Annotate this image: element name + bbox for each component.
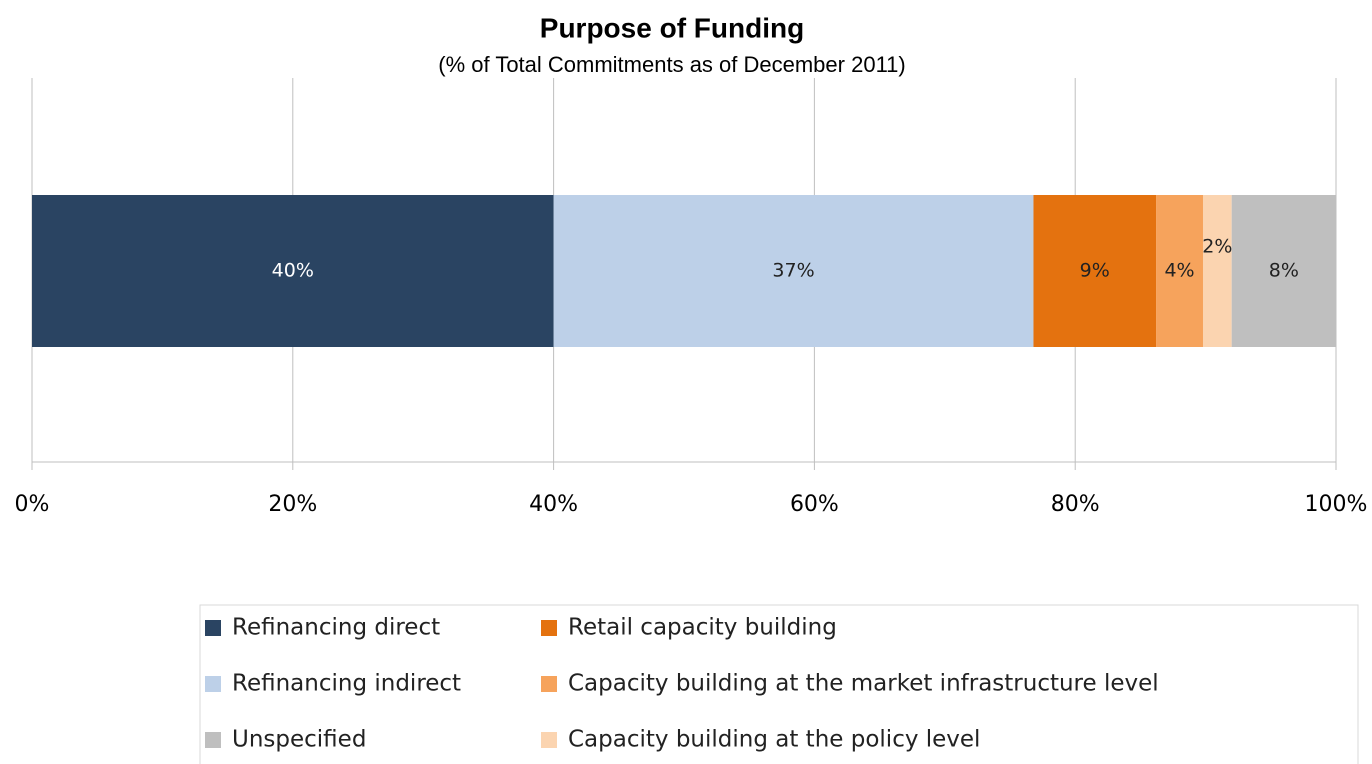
legend-label: Refinancing indirect	[232, 671, 461, 697]
legend-label: Unspecified	[232, 727, 366, 753]
x-tick-label: 20%	[268, 492, 317, 517]
value-label: 37%	[772, 260, 814, 282]
chart-subtitle: (% of Total Commitments as of December 2…	[438, 52, 905, 77]
x-tick-label: 80%	[1051, 492, 1100, 517]
legend-label: Capacity building at the policy level	[568, 727, 980, 753]
legend-label: Capacity building at the market infrastr…	[568, 671, 1159, 697]
legend-label: Retail capacity building	[568, 615, 837, 641]
legend-swatch	[541, 620, 557, 636]
x-tick-label: 0%	[15, 492, 50, 517]
value-label: 2%	[1202, 236, 1232, 258]
value-label: 4%	[1164, 260, 1194, 282]
legend-swatch	[205, 732, 221, 748]
bar-segment	[32, 195, 554, 347]
bar-segment	[1156, 195, 1203, 347]
bar-segment	[553, 195, 1034, 347]
legend-swatch	[541, 676, 557, 692]
legend-swatch	[205, 676, 221, 692]
x-tick-label: 40%	[529, 492, 578, 517]
legend-label: Refinancing direct	[232, 615, 440, 641]
bar-segment	[1231, 195, 1336, 347]
legend-box	[199, 604, 1359, 764]
legend-swatch	[541, 732, 557, 748]
bar-segment	[1033, 195, 1157, 347]
legend-swatch	[205, 620, 221, 636]
bar-segment	[1202, 195, 1232, 347]
x-tick-label: 100%	[1305, 492, 1368, 517]
chart-title: Purpose of Funding	[540, 12, 804, 43]
value-label: 40%	[272, 260, 314, 282]
value-label: 9%	[1080, 260, 1110, 282]
x-tick-label: 60%	[790, 492, 839, 517]
value-label: 8%	[1269, 260, 1299, 282]
